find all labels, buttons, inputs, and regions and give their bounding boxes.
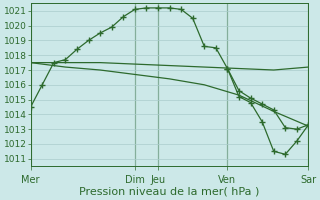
- X-axis label: Pression niveau de la mer( hPa ): Pression niveau de la mer( hPa ): [79, 187, 260, 197]
